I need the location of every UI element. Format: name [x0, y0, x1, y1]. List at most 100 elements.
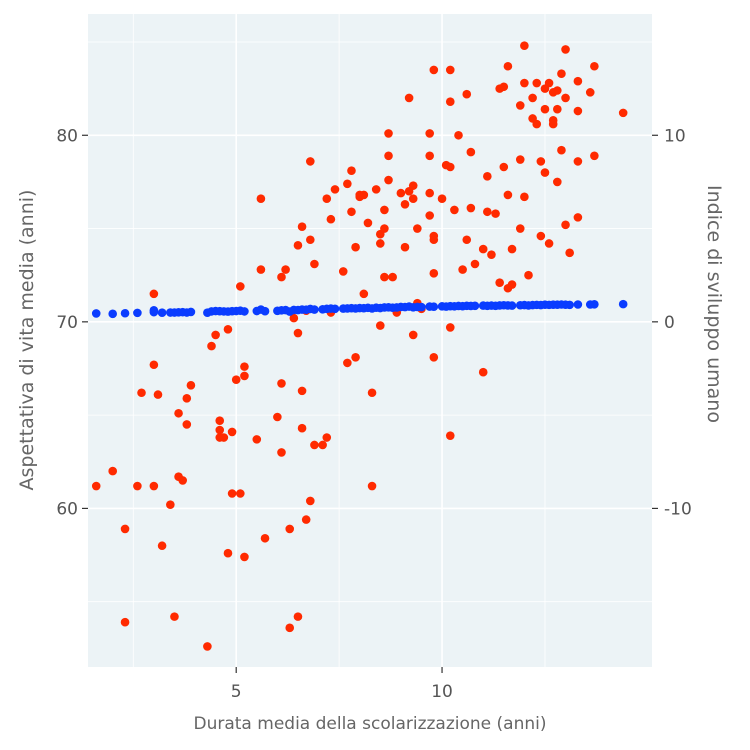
life-expectancy-point: [425, 211, 434, 220]
life-expectancy-point: [351, 352, 360, 362]
life-expectancy-point: [590, 61, 599, 71]
life-expectancy-point: [553, 177, 562, 187]
life-expectancy-point: [553, 104, 562, 114]
life-expectancy-point: [429, 231, 439, 241]
life-expectancy-point: [297, 222, 307, 231]
life-expectancy-point: [223, 548, 233, 558]
life-expectancy-point: [561, 220, 570, 230]
life-expectancy-point: [503, 190, 513, 200]
life-expectancy-point: [483, 172, 492, 181]
life-expectancy-point: [380, 205, 389, 215]
life-expectancy-point: [573, 106, 583, 116]
life-expectancy-point: [499, 162, 509, 172]
life-expectancy-point: [507, 280, 517, 289]
life-expectancy-point: [400, 200, 410, 209]
y-right-tick-label: 0: [664, 313, 675, 333]
life-expectancy-point: [462, 235, 472, 245]
life-expectancy-point: [306, 496, 315, 506]
life-expectancy-point: [367, 388, 377, 398]
life-expectancy-point: [524, 270, 533, 280]
life-expectancy-point: [330, 185, 340, 194]
life-expectancy-point: [371, 185, 381, 194]
hdi-point: [240, 307, 249, 316]
hdi-point: [260, 306, 270, 316]
life-expectancy-point: [429, 65, 439, 75]
y-left-tick-label: 60: [56, 499, 78, 519]
life-expectancy-point: [149, 289, 159, 299]
life-expectancy-point: [285, 623, 295, 633]
life-expectancy-point: [227, 427, 237, 437]
life-expectancy-point: [91, 481, 101, 491]
life-expectancy-point: [211, 330, 220, 340]
life-expectancy-point: [338, 267, 348, 276]
life-expectancy-point: [553, 86, 562, 95]
life-expectancy-point: [236, 489, 245, 498]
hdi-point: [590, 300, 599, 309]
life-expectancy-point: [429, 352, 439, 362]
life-expectancy-point: [536, 157, 546, 166]
life-expectancy-point: [219, 433, 229, 442]
life-expectancy-point: [404, 93, 414, 103]
life-expectancy-point: [285, 524, 295, 534]
life-expectancy-point: [301, 515, 311, 524]
life-expectancy-point: [454, 130, 463, 140]
life-expectancy-point: [223, 325, 233, 334]
life-expectancy-point: [347, 166, 356, 176]
life-expectancy-point: [520, 192, 529, 202]
life-expectancy-point: [375, 321, 385, 330]
hdi-point: [186, 307, 196, 317]
y-axis-title-left: Aspettativa di vita media (anni): [16, 190, 38, 491]
hdi-point: [91, 309, 101, 318]
hdi-point: [565, 300, 574, 310]
hdi-point: [507, 301, 517, 310]
hdi-point: [573, 300, 583, 309]
life-expectancy-point: [215, 425, 225, 435]
life-expectancy-point: [536, 231, 546, 241]
life-expectancy-point: [491, 209, 500, 218]
life-expectancy-point: [544, 239, 554, 248]
life-expectancy-point: [445, 97, 455, 106]
life-expectancy-point: [515, 224, 525, 233]
hdi-point: [417, 302, 426, 312]
life-expectancy-point: [277, 448, 286, 457]
life-expectancy-point: [322, 433, 332, 442]
life-expectancy-point: [445, 431, 455, 440]
life-expectancy-point: [458, 265, 467, 274]
life-expectancy-point: [359, 190, 369, 200]
life-expectancy-point: [240, 362, 249, 371]
life-expectancy-point: [400, 242, 410, 252]
life-expectancy-point: [515, 101, 525, 110]
life-expectancy-point: [343, 358, 352, 368]
y-axis-title-right: Indice di sviluppo umano: [703, 185, 725, 423]
life-expectancy-point: [359, 289, 369, 299]
life-expectancy-point: [532, 119, 542, 129]
life-expectancy-point: [618, 108, 628, 118]
life-expectancy-point: [499, 82, 509, 92]
life-expectancy-point: [281, 265, 290, 274]
hdi-point: [108, 309, 118, 319]
life-expectancy-point: [351, 242, 360, 252]
life-expectancy-point: [108, 466, 118, 476]
life-expectancy-point: [120, 524, 130, 534]
hdi-point: [429, 302, 439, 312]
life-expectancy-point: [445, 323, 455, 332]
life-expectancy-point: [166, 500, 175, 509]
hdi-point: [120, 308, 130, 318]
life-expectancy-point: [540, 168, 550, 177]
plot-panel: [88, 14, 652, 667]
life-expectancy-point: [388, 272, 397, 282]
life-expectancy-point: [384, 129, 393, 138]
life-expectancy-point: [561, 93, 570, 103]
life-expectancy-point: [413, 224, 422, 233]
life-expectancy-point: [227, 489, 237, 498]
major-gridlines: [88, 14, 652, 667]
life-expectancy-point: [466, 203, 476, 213]
life-expectancy-point: [573, 157, 583, 166]
life-expectancy-point: [557, 145, 566, 155]
life-expectancy-point: [429, 269, 439, 278]
life-expectancy-point: [590, 151, 599, 161]
life-expectancy-point: [120, 617, 130, 627]
life-expectancy-point: [437, 194, 447, 204]
life-expectancy-point: [277, 379, 286, 388]
